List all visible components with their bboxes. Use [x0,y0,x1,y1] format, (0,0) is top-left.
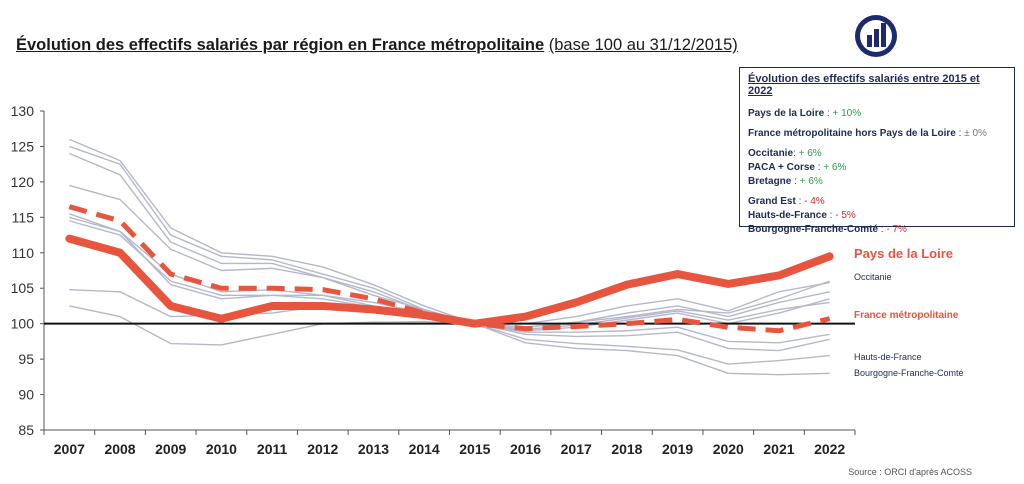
series-label-bourgogne-franche-comte: Bourgogne-Franche-Comté [854,368,964,378]
y-tick-label: 105 [11,280,35,296]
region-name: Bourgogne-Franche-Comté [748,224,878,235]
chart-title-main: Évolution des effectifs salariés par rég… [16,36,545,54]
y-tick-label: 115 [12,209,35,225]
region-name: Occitanie [748,148,794,159]
x-tick-label: 2020 [713,441,744,457]
y-tick-label: 100 [11,316,35,332]
x-tick-label: 2012 [307,441,338,457]
region-name: Grand Est [748,196,796,207]
change-value: + 10% [832,108,862,119]
summary-box-row: PACA + Corse : + 6% [748,161,1006,175]
x-axis: 2007 2008 2009 2010 2011 2012 2013 2014 2015 2016… [43,429,856,457]
change-value: + 6% [799,176,823,187]
x-tick-label: 2014 [409,441,440,457]
regional-series-line [69,138,830,328]
y-tick-label: 95 [18,351,34,367]
change-value: - 7% [886,224,907,235]
x-tick-label: 2010 [206,441,237,457]
summary-box-row: Pays de la Loire : + 10% [748,107,1006,121]
series-label-occitanie: Occitanie [854,272,892,282]
separator: : [793,148,799,159]
logo-icon [855,15,897,57]
x-tick-label: 2017 [561,441,592,457]
source-note: Source : ORCI d'après ACOSS [848,467,972,477]
separator: : [826,210,836,221]
change-value: ± 0% [964,128,987,139]
y-tick-label: 125 [11,138,35,154]
y-axis: 85 90 95 100 105 110 115 120 125 130 [11,103,45,438]
separator: : [814,162,824,173]
series-labels: Pays de la Loire Occitanie France métrop… [854,246,964,378]
region-name: Pays de la Loire [748,108,825,119]
separator: : [955,128,965,139]
y-tick-label: 120 [11,174,35,190]
change-value: + 6% [798,148,822,159]
series-line-pays-de-la-loire [65,234,834,328]
regional-series-line [69,184,830,325]
x-tick-label: 2021 [763,441,794,457]
series-label-pays-de-la-loire: Pays de la Loire [854,246,953,261]
highlight-series-lines [65,204,834,334]
summary-box: Évolution des effectifs salariés entre 2… [739,67,1015,235]
summary-box-row: Occitanie: + 6% [748,147,1006,161]
separator: : [791,176,800,187]
region-name: Hauts-de-France [748,210,827,221]
region-name: PACA + Corse [748,162,815,173]
separator: : [795,196,805,207]
x-tick-label: 2013 [358,441,389,457]
regional-series-line [69,145,830,332]
summary-box-row: Bourgogne-Franche-Comté : - 7% [748,223,1006,237]
chart-title-subtitle: (base 100 au 31/12/2015) [548,36,738,54]
summary-box-rows: Pays de la Loire : + 10% France métropoli… [748,107,1006,237]
y-tick-label: 110 [12,245,35,261]
change-value: - 5% [835,210,856,221]
x-tick-label: 2016 [510,441,541,457]
x-tick-label: 2008 [104,441,135,457]
chart-title: Évolution des effectifs salariés par rég… [16,36,738,55]
regional-series-line [69,152,830,331]
y-tick-label: 130 [11,103,35,119]
regional-series-lines [44,138,855,376]
change-value: - 4% [804,196,825,207]
x-tick-label: 2022 [814,441,845,457]
x-tick-label: 2015 [459,441,490,457]
x-tick-label: 2007 [54,441,85,457]
series-line-france-metropolitaine [68,204,831,334]
series-label-france-metropolitaine: France métropolitaine [854,310,959,321]
summary-box-row: Bretagne : + 6% [748,175,1006,189]
x-tick-label: 2009 [155,441,186,457]
x-tick-label: 2011 [257,441,288,457]
x-tick-label: 2019 [662,441,693,457]
change-value: + 6% [823,162,847,173]
summary-box-title: Évolution des effectifs salariés entre 2… [748,73,980,97]
y-tick-label: 90 [18,387,34,403]
region-name: Bretagne [748,176,792,187]
summary-box-row: France métropolitaine hors Pays de la Lo… [748,127,1006,141]
series-label-hauts-de-france: Hauts-de-France [854,352,922,362]
summary-box-row: Grand Est : - 4% [748,195,1006,209]
separator: : [824,108,833,119]
summary-box-row: Hauts-de-France : - 5% [748,209,1006,223]
x-tick-label: 2018 [611,441,642,457]
region-name: France métropolitaine hors Pays de la Lo… [748,128,956,139]
separator: : [878,224,887,235]
y-tick-label: 85 [18,422,34,438]
